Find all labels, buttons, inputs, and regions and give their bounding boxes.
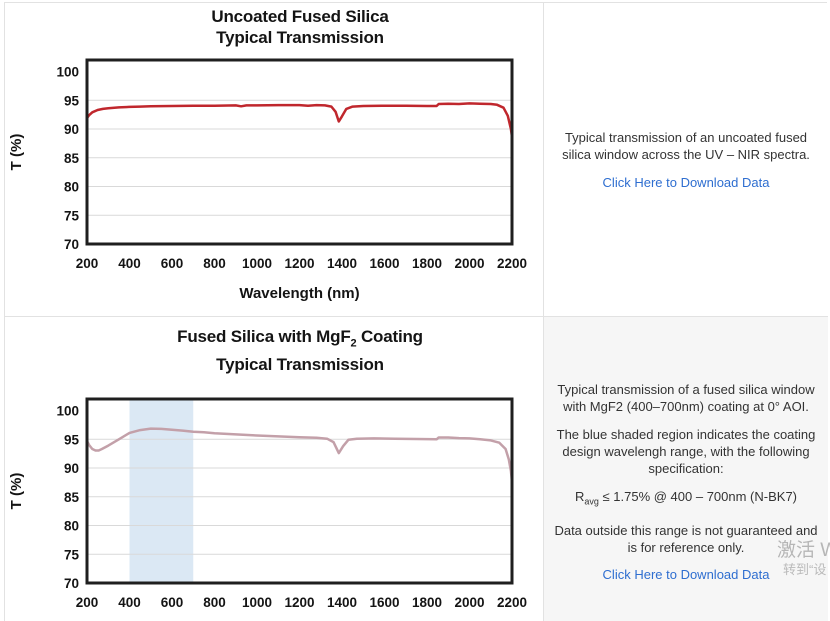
- windows-activation-watermark-line1: 激活 W: [777, 540, 830, 561]
- x-tick-label: 600: [161, 256, 184, 271]
- coated-description-2: The blue shaded region indicates the coa…: [556, 427, 816, 476]
- x-tick-label: 200: [76, 595, 99, 610]
- plot-border: [85, 397, 514, 585]
- x-tick-label: 800: [203, 256, 226, 271]
- x-tick-label: 2200: [497, 256, 527, 271]
- uncoated-download-link[interactable]: Click Here to Download Data: [602, 175, 770, 190]
- transmission-curve: [85, 102, 514, 139]
- chart-title-line: Fused Silica with MgF2 Coating: [177, 327, 423, 350]
- x-tick-label: 1000: [242, 595, 272, 610]
- x-tick-label: 1200: [284, 595, 314, 610]
- content-grid: Uncoated Fused Silica Typical Transmissio…: [4, 2, 828, 621]
- windows-activation-watermark-line2: 转到“设: [783, 562, 827, 577]
- x-tick-label: 1200: [284, 256, 314, 271]
- coated-transmission-chart: 100 95 90 85 80 75 70 200 400 600 800 1000 1200 1400 1…: [8, 397, 527, 610]
- coating-spec: Ravg ≤ 1.75% @ 400 – 700nm (N-BK7): [575, 488, 797, 511]
- spec-sub: avg: [584, 496, 599, 507]
- y-tick-label: 70: [64, 237, 79, 252]
- chart-title-line: Uncoated Fused Silica: [211, 7, 389, 26]
- x-tick-label: 1400: [327, 256, 357, 271]
- panel-uncoated-chart: Uncoated Fused Silica Typical Transmissio…: [5, 3, 544, 317]
- y-tick-label: 100: [56, 404, 79, 419]
- chart-title-line: Typical Transmission: [216, 355, 384, 375]
- x-tick-label: 1800: [412, 595, 442, 610]
- uncoated-transmission-chart: 100 95 90 85 80 75 70 200 400 600 800 1000 1200 1400 1…: [8, 58, 527, 302]
- uncoated-description: Typical transmission of an uncoated fuse…: [562, 130, 810, 162]
- x-tick-label: 800: [203, 595, 226, 610]
- plot-border: [85, 58, 514, 246]
- y-tick-label: 95: [64, 433, 80, 448]
- y-tick-label: 85: [64, 490, 80, 505]
- x-tick-label: 2200: [497, 595, 527, 610]
- x-tick-label: 2000: [454, 256, 484, 271]
- panel-uncoated-description: Typical transmission of an uncoated fuse…: [544, 3, 828, 317]
- y-tick-label: 85: [64, 151, 80, 166]
- y-tick-label: 90: [64, 461, 79, 476]
- x-tick-label: 200: [76, 256, 99, 271]
- x-tick-label: 400: [118, 595, 141, 610]
- x-tick-label: 400: [118, 256, 141, 271]
- y-tick-label: 70: [64, 576, 79, 591]
- x-tick-label: 1000: [242, 256, 272, 271]
- x-axis-label: Wavelength (nm): [239, 285, 359, 302]
- y-tick-label: 90: [64, 122, 79, 137]
- spec-r: R: [575, 489, 585, 504]
- coated-description-3: Data outside this range is not guarantee…: [554, 522, 818, 555]
- transmission-curve: [85, 427, 514, 484]
- y-tick-label: 95: [64, 93, 80, 108]
- coated-download-link[interactable]: Click Here to Download Data: [602, 566, 770, 582]
- x-tick-label: 1800: [412, 256, 442, 271]
- x-tick-label: 1600: [369, 595, 399, 610]
- y-tick-label: 75: [64, 208, 80, 223]
- coated-description-1: Typical transmission of a fused silica w…: [557, 382, 815, 414]
- y-tick-label: 100: [56, 65, 79, 80]
- chart-title-line: Typical Transmission: [216, 28, 384, 47]
- design-wavelength-band: [129, 399, 194, 584]
- y-tick-label: 75: [64, 548, 80, 563]
- x-tick-label: 2000: [454, 595, 484, 610]
- y-axis-label: T (%): [8, 473, 25, 510]
- x-tick-label: 1600: [369, 256, 399, 271]
- panel-coated-chart: Fused Silica with MgF2 Coating Typical Tr…: [5, 317, 544, 621]
- x-tick-label: 600: [161, 595, 184, 610]
- chart-title-uncoated: Uncoated Fused Silica Typical Transmissio…: [31, 3, 543, 48]
- x-tick-label: 1400: [327, 595, 357, 610]
- panel-coated-description: Typical transmission of a fused silica w…: [544, 317, 828, 621]
- chart-title-coated: Fused Silica with MgF2 Coating Typical Tr…: [31, 317, 543, 375]
- spec-rest: ≤ 1.75% @ 400 – 700nm (N-BK7): [598, 489, 797, 504]
- y-tick-label: 80: [64, 180, 79, 195]
- y-tick-label: 80: [64, 519, 79, 534]
- y-axis-label: T (%): [8, 134, 25, 171]
